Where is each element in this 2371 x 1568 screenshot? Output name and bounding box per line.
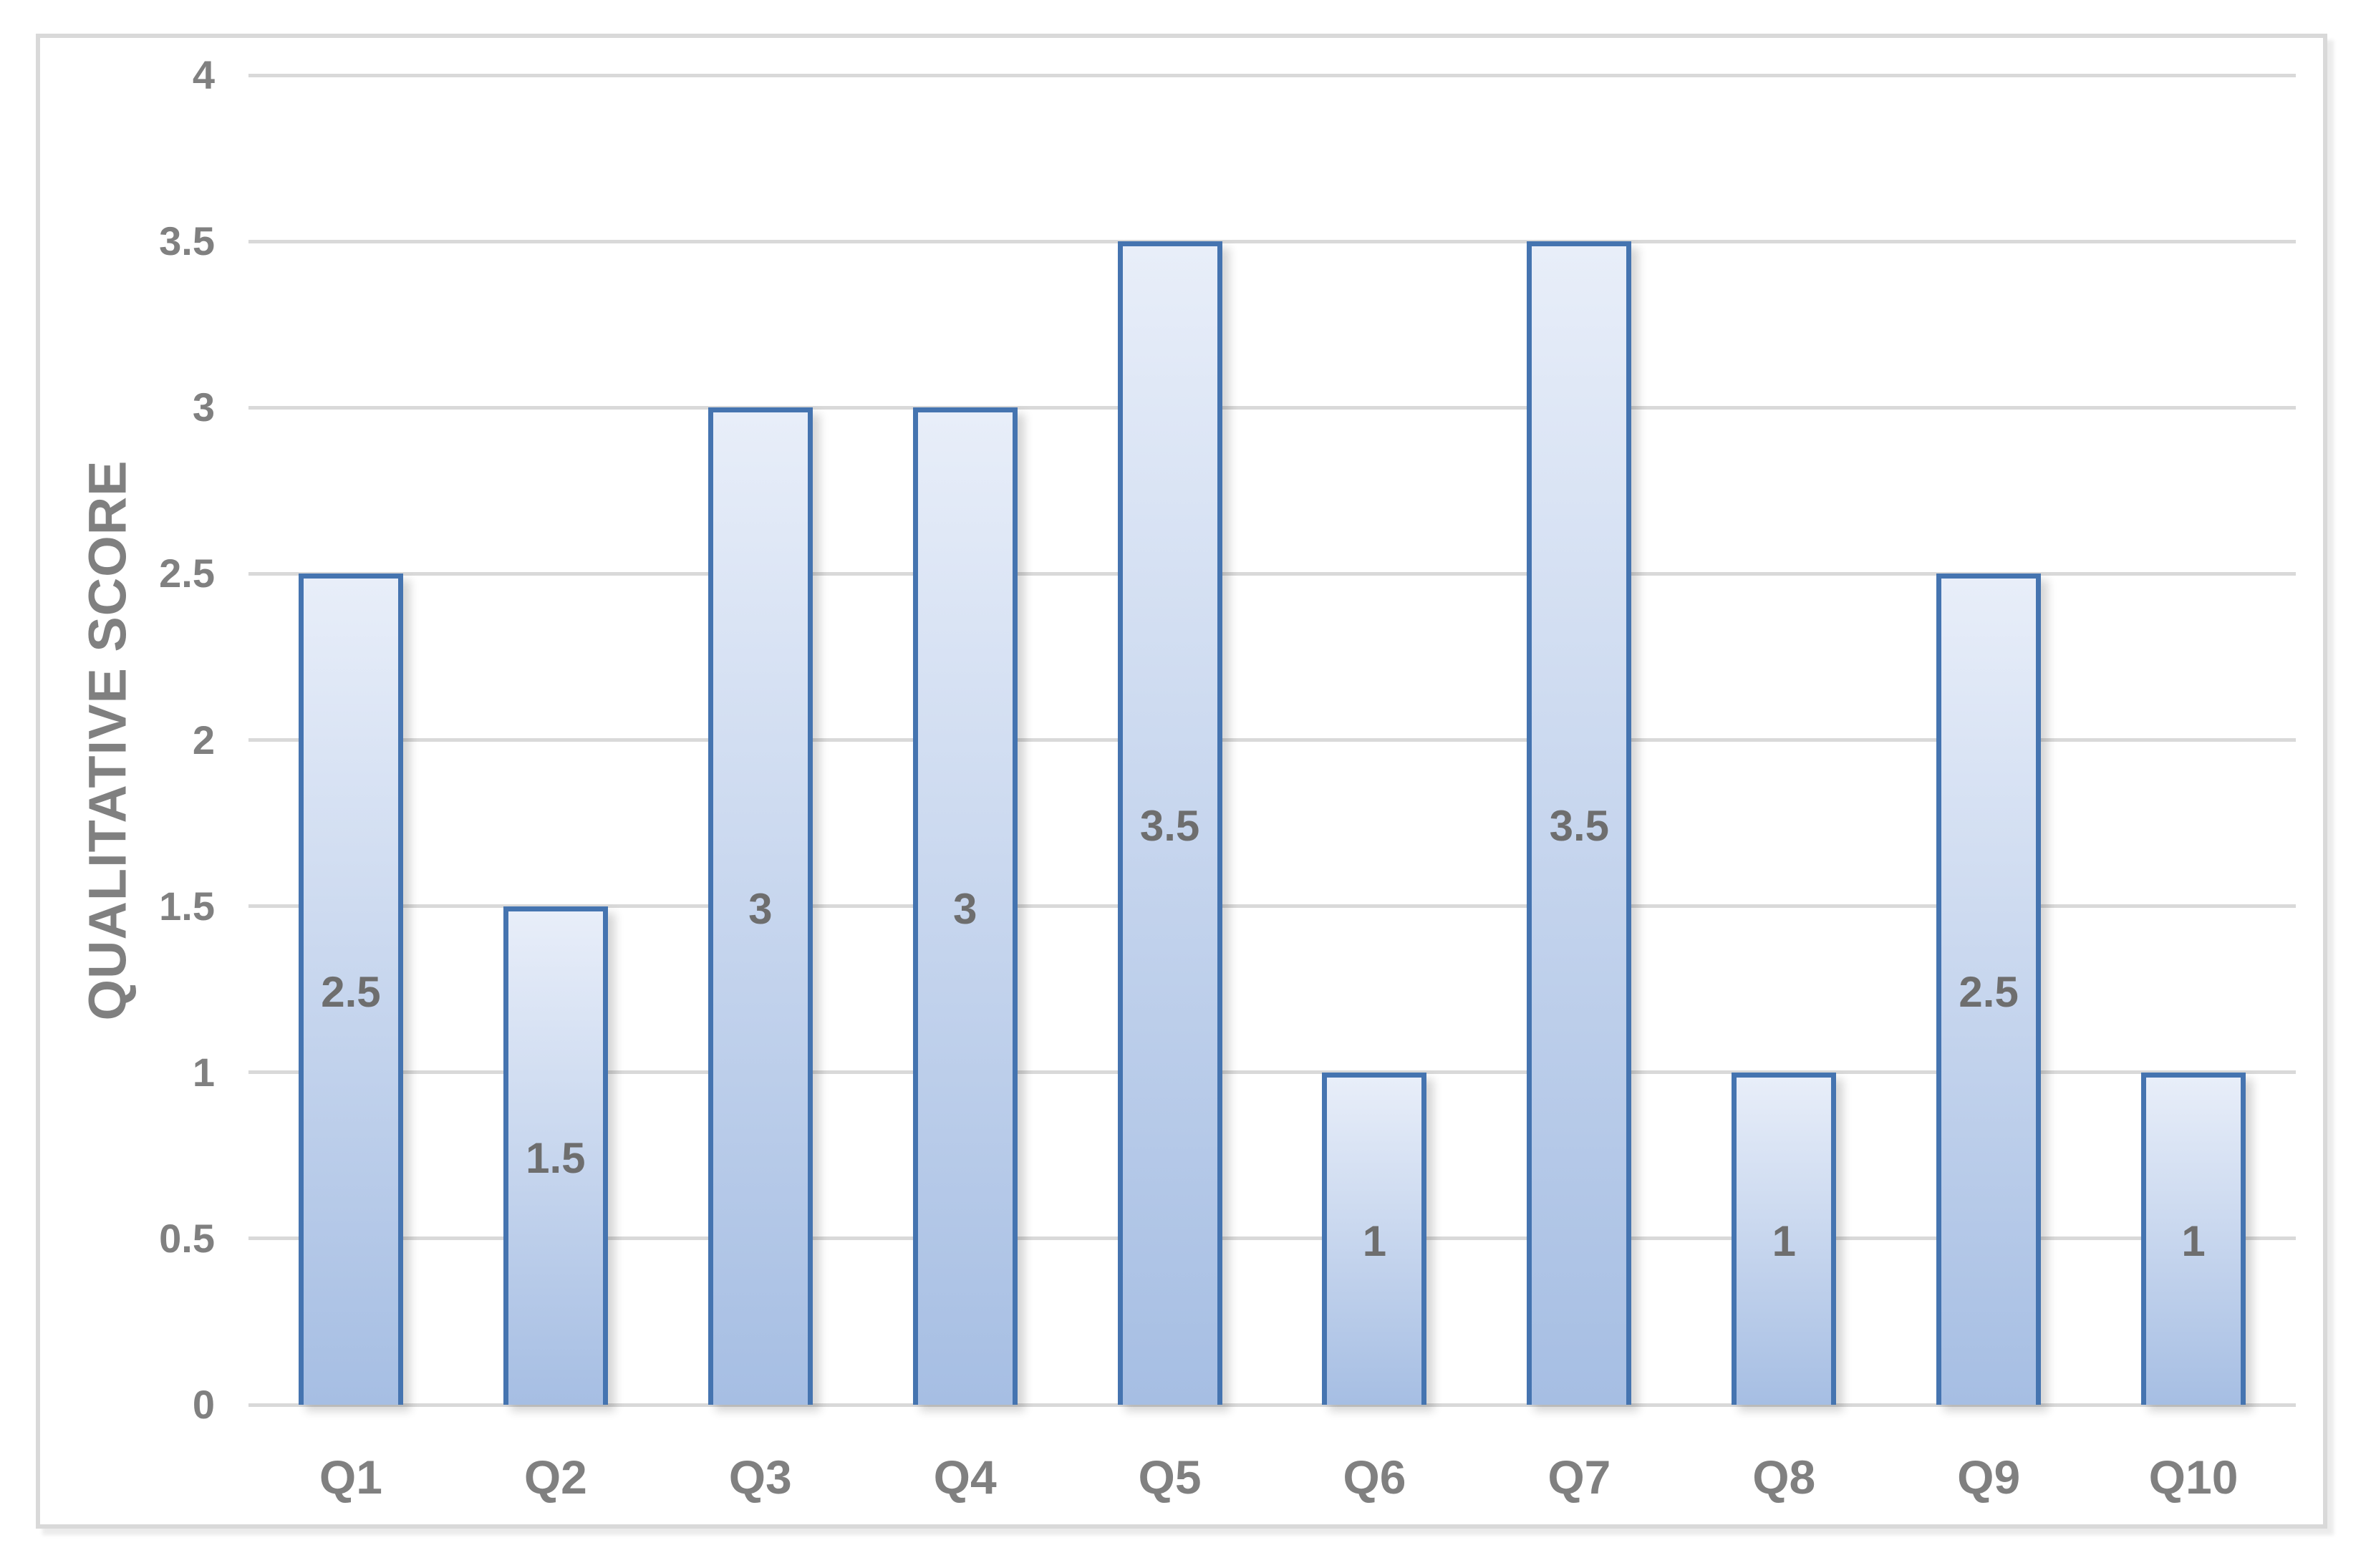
bar-value-label-q2: 1.5: [526, 1133, 586, 1182]
y-tick-label-1: 1: [192, 1049, 215, 1095]
bar-value-label-q1: 2.5: [321, 967, 381, 1016]
gridline: [248, 738, 2296, 742]
y-tick-label-4: 4: [192, 52, 215, 97]
y-tick-label-3: 3: [192, 384, 215, 430]
bar-q6: 1: [1322, 1072, 1427, 1405]
x-axis-label-q8: Q8: [1752, 1451, 1816, 1504]
x-axis-label-q5: Q5: [1138, 1451, 1202, 1504]
y-tick-label-2-5: 2.5: [159, 551, 215, 596]
bar-q10: 1: [2141, 1072, 2246, 1405]
gridline: [248, 239, 2296, 243]
bar-value-label-q7: 3.5: [1549, 801, 1610, 850]
gridline: [248, 1237, 2296, 1241]
bar-q8: 1: [1732, 1072, 1837, 1405]
y-tick-label-0: 0: [192, 1382, 215, 1427]
gridline: [248, 73, 2296, 77]
y-tick-label-1-5: 1.5: [159, 883, 215, 929]
bar-value-label-q8: 1: [1772, 1216, 1796, 1265]
x-axis-label-q3: Q3: [728, 1451, 792, 1504]
bar-q9: 2.5: [1936, 574, 2042, 1405]
bar-q1: 2.5: [298, 574, 403, 1405]
x-axis-label-q10: Q10: [2148, 1451, 2239, 1504]
bar-value-label-q9: 2.5: [1959, 967, 2019, 1016]
bar-value-label-q6: 1: [1362, 1216, 1387, 1265]
bar-q3: 3: [708, 407, 813, 1405]
bar-q4: 3: [912, 407, 1018, 1405]
x-axis-label-q6: Q6: [1343, 1451, 1406, 1504]
gridline: [248, 571, 2296, 576]
bar-value-label-q5: 3.5: [1139, 801, 1200, 850]
y-tick-label-3-5: 3.5: [159, 218, 215, 264]
gridline: [248, 904, 2296, 909]
bar-q7: 3.5: [1527, 241, 1632, 1405]
x-axis-label-q4: Q4: [933, 1451, 997, 1504]
gridline: [248, 405, 2296, 410]
x-axis-label-q9: Q9: [1957, 1451, 2021, 1504]
gridline: [248, 1070, 2296, 1075]
y-tick-label-0-5: 0.5: [159, 1215, 215, 1261]
x-axis-label-q7: Q7: [1547, 1451, 1611, 1504]
bar-value-label-q3: 3: [748, 884, 773, 933]
bar-q2: 1.5: [503, 906, 608, 1405]
bar-value-label-q4: 3: [952, 884, 977, 933]
y-tick-label-2: 2: [192, 717, 215, 763]
bar-q5: 3.5: [1117, 241, 1222, 1405]
x-axis-label-q1: Q1: [319, 1451, 382, 1504]
gridline: [248, 1403, 2296, 1407]
x-axis-label-q2: Q2: [523, 1451, 587, 1504]
bar-value-label-q10: 1: [2181, 1216, 2206, 1265]
